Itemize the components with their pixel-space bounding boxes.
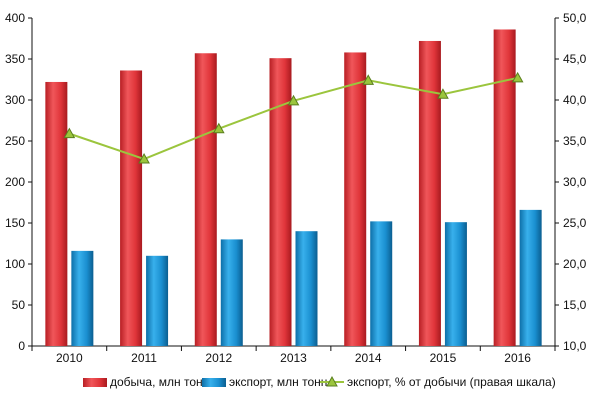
right-axis-tick-label: 45,0	[563, 52, 587, 66]
legend-label-share: экспорт, % от добычи (правая шкала)	[347, 375, 556, 389]
left-axis-tick-label: 100	[5, 257, 25, 271]
legend-label-export: экспорт, млн тонн	[229, 375, 327, 389]
bar-export-2016	[519, 209, 542, 346]
bar-production-2014	[344, 52, 367, 346]
legend-label-production: добыча, млн тонн	[110, 375, 209, 389]
right-axis-tick-label: 15,0	[563, 298, 587, 312]
x-axis-tick-label: 2014	[355, 351, 382, 365]
bar-export-2012	[220, 239, 243, 346]
bar-export-2014	[370, 221, 393, 346]
bar-export-2010	[71, 250, 94, 346]
right-axis-tick-label: 10,0	[563, 339, 587, 353]
right-axis-tick-label: 20,0	[563, 257, 587, 271]
line-point-2015	[437, 88, 449, 99]
bar-export-2011	[146, 255, 169, 346]
left-axis-tick-label: 250	[5, 134, 25, 148]
line-point-2014	[362, 74, 375, 85]
legend-swatch-production	[83, 378, 107, 387]
x-axis-tick-label: 2011	[131, 351, 157, 365]
left-axis-tick-label: 0	[18, 339, 25, 353]
line-point-2016	[511, 71, 524, 83]
line-point-2012	[212, 122, 225, 134]
line-point-2011	[138, 153, 150, 164]
bar-production-2012	[194, 53, 217, 346]
left-axis-tick-label: 50	[12, 298, 26, 312]
legend: добыча, млн тонн экспорт, млн тонн экспорт…	[83, 375, 556, 389]
right-axis-tick-label: 50,0	[563, 11, 587, 25]
legend-swatch-export	[202, 378, 226, 387]
legend-swatch-share-marker	[326, 375, 338, 387]
right-axis-tick-label: 25,0	[563, 216, 587, 230]
x-axis-tick-label: 2015	[430, 351, 457, 365]
bar-production-2010	[45, 81, 68, 347]
left-axis-tick-label: 200	[5, 175, 25, 189]
right-axis-tick-label: 40,0	[563, 93, 587, 107]
right-axis-tick-label: 35,0	[563, 134, 587, 148]
bar-export-2015	[444, 222, 467, 346]
bar-production-2011	[120, 70, 143, 346]
bar-export-2013	[295, 231, 318, 346]
left-axis-tick-label: 400	[5, 11, 25, 25]
left-axis-tick-label: 150	[5, 216, 25, 230]
bar-production-2016	[493, 29, 516, 346]
x-axis-tick-label: 2016	[504, 351, 531, 365]
line-point-2010	[63, 127, 76, 139]
axes-layer: 0 50 100 150 200 250 300 350 400 10,0 15,0 20,0 25,0…	[5, 11, 587, 365]
bars-layer	[45, 29, 542, 347]
left-axis-tick-label: 300	[5, 93, 25, 107]
line-point-2013	[287, 94, 300, 106]
right-axis-tick-label: 30,0	[563, 175, 587, 189]
x-axis-tick-label: 2012	[205, 351, 232, 365]
bar-production-2013	[269, 58, 292, 347]
line-layer	[63, 71, 524, 164]
left-axis-tick-label: 350	[5, 52, 25, 66]
x-axis-tick-label: 2010	[56, 351, 83, 365]
x-axis-tick-label: 2013	[280, 351, 307, 365]
bar-production-2015	[418, 40, 441, 347]
